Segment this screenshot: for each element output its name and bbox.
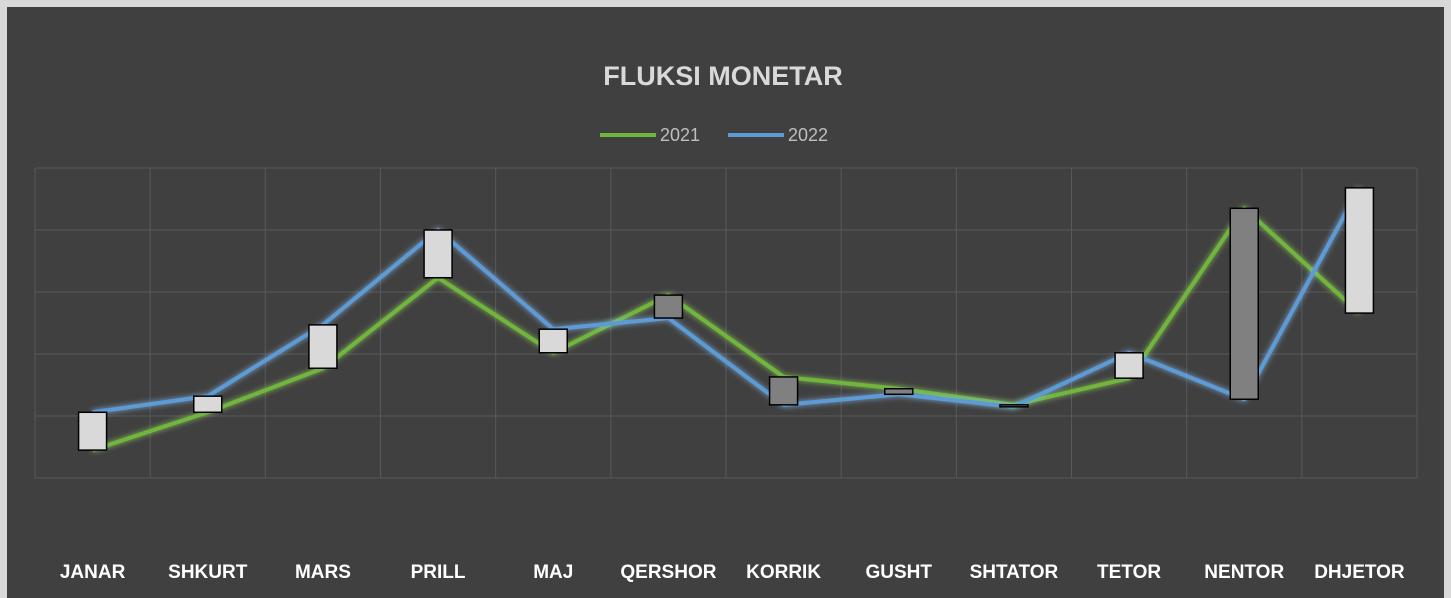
x-tick-label: NENTOR bbox=[1204, 562, 1284, 583]
x-tick-label: SHTATOR bbox=[970, 562, 1059, 583]
up-down-bar bbox=[77, 411, 108, 451]
up-down-bar bbox=[423, 229, 453, 279]
chart-title: FLUKSI MONETAR bbox=[603, 61, 842, 91]
up-down-bar bbox=[999, 404, 1029, 408]
legend-label: 2021 bbox=[660, 125, 700, 145]
series-line bbox=[91, 206, 1361, 453]
up-down-bar bbox=[193, 395, 223, 414]
x-tick-label: QERSHOR bbox=[620, 562, 716, 583]
x-tick-label: MARS bbox=[295, 562, 351, 583]
legend-label: 2022 bbox=[788, 125, 828, 145]
up-down-bar bbox=[768, 376, 799, 406]
x-tick-label: GUSHT bbox=[866, 562, 933, 583]
x-tick-label: MAJ bbox=[533, 562, 573, 583]
up-down-bar bbox=[653, 294, 684, 319]
up-down-bar bbox=[538, 328, 568, 354]
x-tick-label: DHJETOR bbox=[1314, 562, 1405, 583]
series-line bbox=[92, 186, 1362, 415]
up-down-bar bbox=[884, 387, 914, 396]
x-tick-label: PRILL bbox=[411, 562, 466, 583]
up-down-bar bbox=[1114, 352, 1144, 379]
x-tick-label: SHKURT bbox=[168, 562, 248, 583]
up-down-bar bbox=[1344, 187, 1375, 314]
up-down-bar bbox=[1229, 207, 1259, 401]
up-down-bar bbox=[308, 324, 338, 370]
x-tick-label: TETOR bbox=[1097, 562, 1161, 583]
x-tick-label: KORRIK bbox=[746, 562, 821, 583]
x-tick-label: JANAR bbox=[60, 562, 126, 583]
